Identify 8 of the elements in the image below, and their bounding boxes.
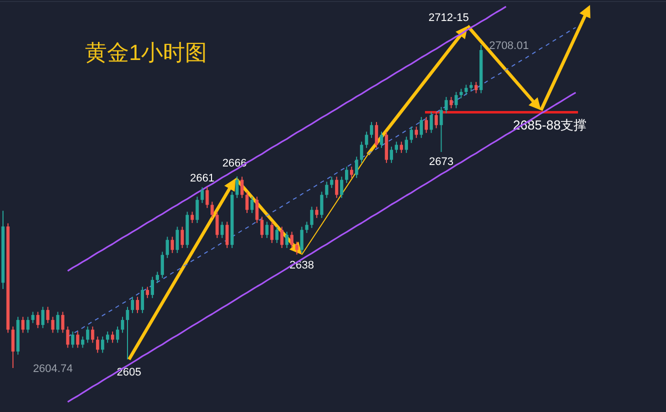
annotation: 2661 (190, 172, 214, 184)
annotation: 2605 (116, 366, 142, 378)
text: 2712-15 (428, 12, 469, 24)
annotation: 2666 (222, 157, 247, 170)
annotation: 2673 (429, 156, 454, 168)
chart-title: 黄金1小时图 (85, 40, 208, 65)
annotation: 2708.01 (489, 40, 529, 52)
annotation: 2604.74 (32, 363, 73, 375)
